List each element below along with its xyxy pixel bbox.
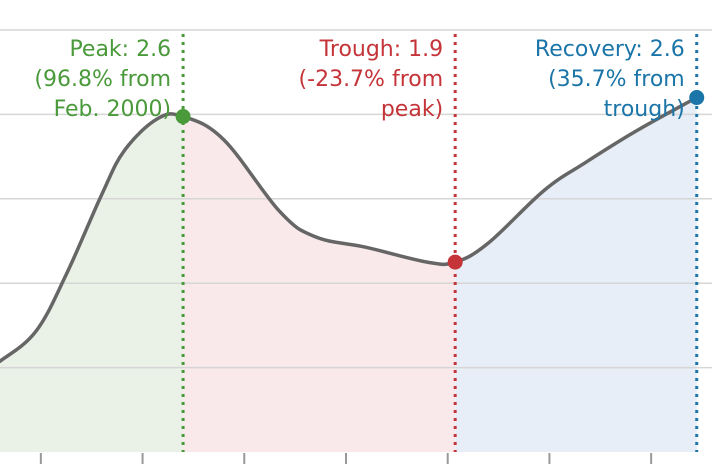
annotation-text-2-line-2: trough): [604, 97, 685, 122]
data-line: [0, 95, 699, 364]
annotation-text-0-line-1: (96.8% from: [34, 67, 171, 92]
area-fill-recovery: [455, 97, 697, 453]
area-fill-decline: [183, 116, 456, 452]
annotations: Peak: 2.6 (96.8% from Feb. 2000) Trough: 1.…: [34, 37, 684, 122]
annotation-text-1-line-0: Trough: 1.9: [319, 37, 443, 62]
annotation-text-0-line-2: Feb. 2000): [54, 97, 172, 122]
x-ticks: [39, 453, 653, 464]
area-fills: [0, 97, 697, 453]
marker-point-2: [689, 90, 705, 106]
annotation-text-0-line-0: Peak: 2.6: [69, 37, 171, 62]
gridlines: [0, 29, 712, 369]
marker-point-1: [447, 254, 463, 270]
annotation-lines: [181, 34, 699, 452]
annotation-text-2-line-0: Recovery: 2.6: [535, 37, 685, 62]
annotation-text-2-line-1: (35.7% from: [548, 67, 685, 92]
markers: [175, 90, 705, 270]
series-line: [0, 95, 699, 364]
annotation-text-1-line-2: peak): [381, 97, 443, 122]
annotation-text-1-line-1: (-23.7% from: [299, 67, 444, 92]
marker-point-0: [175, 109, 191, 125]
